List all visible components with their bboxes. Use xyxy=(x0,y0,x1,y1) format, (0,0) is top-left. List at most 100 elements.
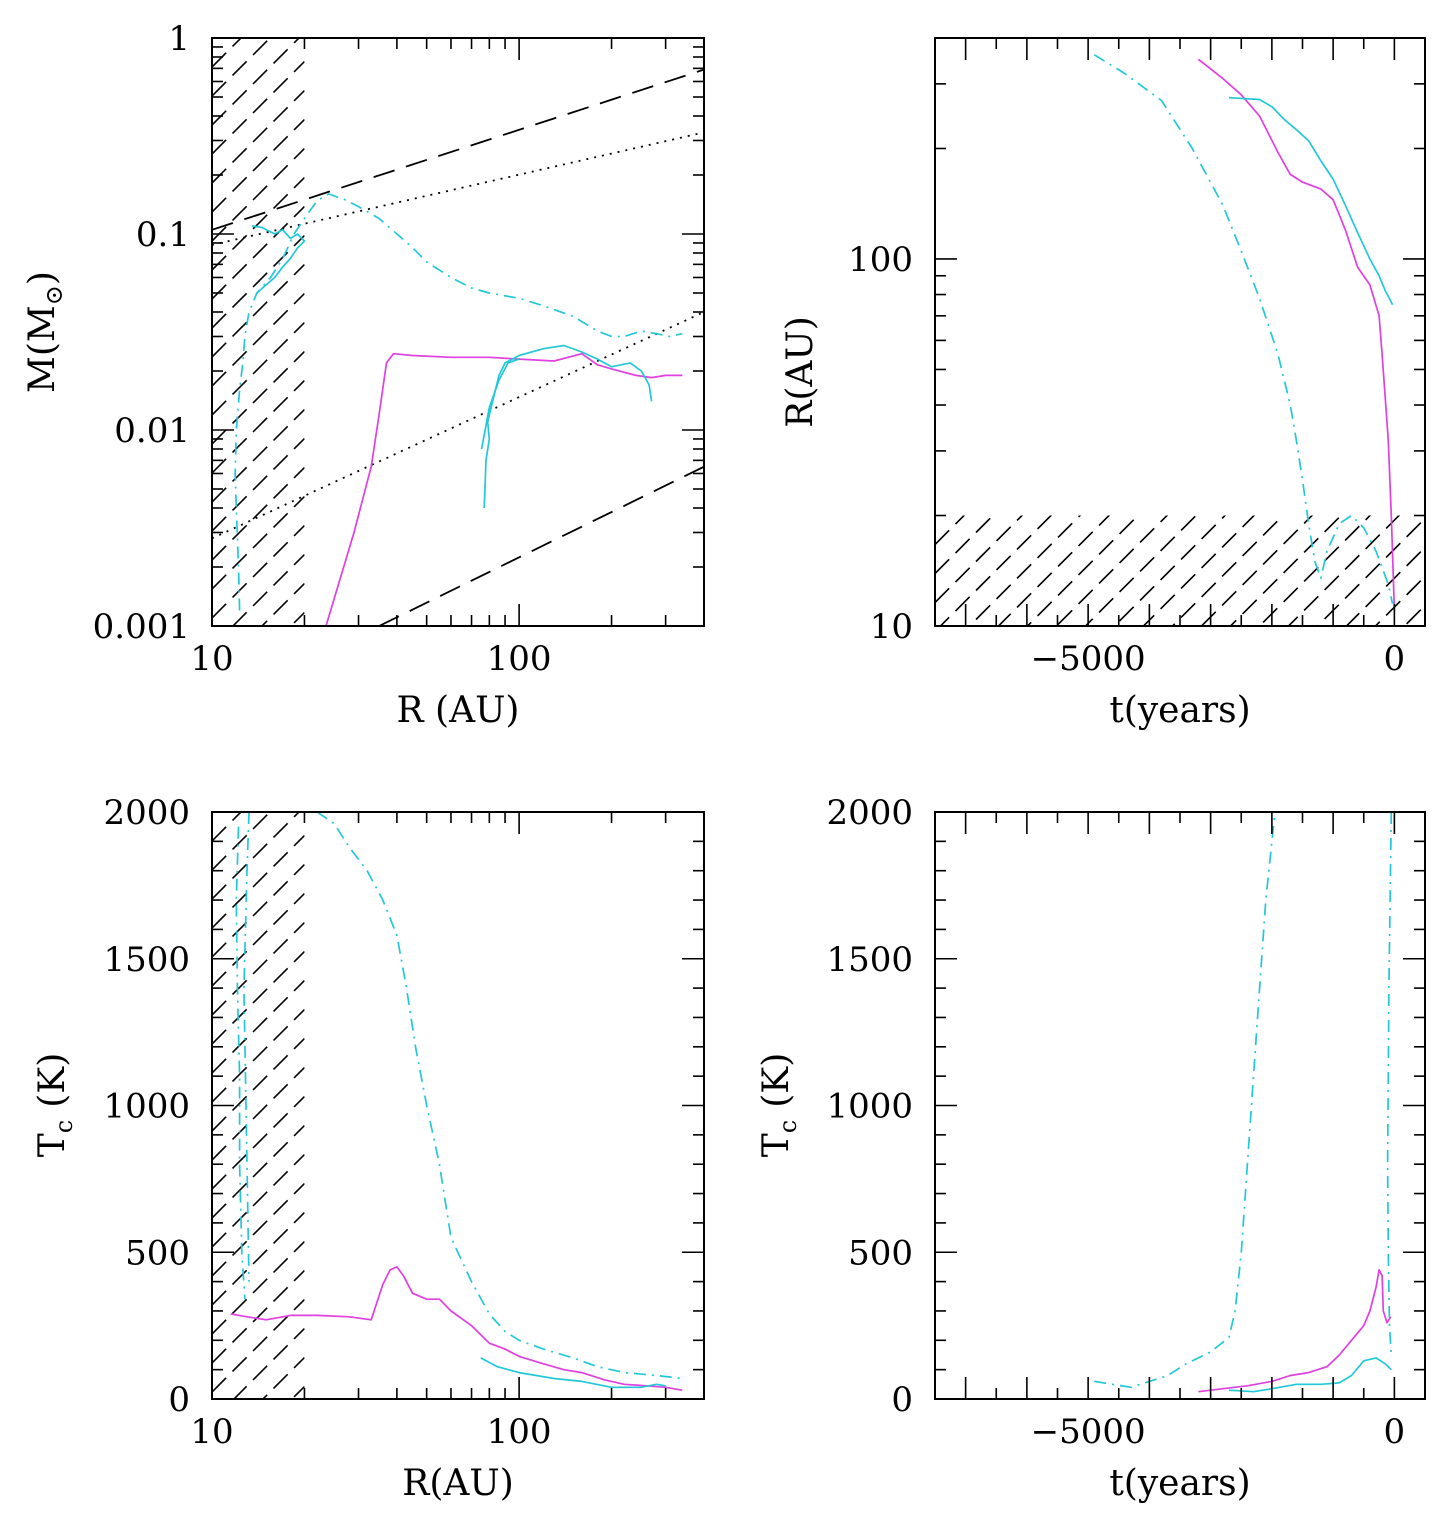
x-tick-label: 100 xyxy=(487,639,552,679)
hatch-line xyxy=(212,921,305,1016)
y-tick-label: 1000 xyxy=(103,1087,190,1127)
series-line-magenta-solid xyxy=(1198,1269,1392,1393)
y-axis-title-main: M(M xyxy=(22,305,63,393)
hatch-line xyxy=(212,1153,305,1248)
y-tick-label: 100 xyxy=(848,240,913,280)
hatch-line xyxy=(212,466,305,561)
hatch-line xyxy=(1113,515,1227,626)
series-layer xyxy=(212,68,704,626)
hatch-line xyxy=(212,812,243,842)
hatch-line xyxy=(212,1182,305,1277)
hatch-line xyxy=(212,118,305,213)
hatch-line xyxy=(232,1327,305,1399)
hatch-line xyxy=(212,379,305,474)
y-tick-label: 1000 xyxy=(826,1087,913,1127)
y-tick-label: 2000 xyxy=(826,793,913,833)
plot-frame xyxy=(934,811,1426,1400)
hatch-line xyxy=(212,147,305,242)
series-layer xyxy=(1094,812,1393,1393)
hatch-line xyxy=(212,89,305,184)
hatch-line xyxy=(935,954,1425,1444)
hatch-line xyxy=(935,809,1425,1299)
y-axis-title-sub: c xyxy=(50,1120,78,1133)
tick-layer: −5000 0 10 100 xyxy=(848,37,1425,679)
y-tick-label: 1500 xyxy=(826,940,913,980)
x-tick-label: −5000 xyxy=(1031,639,1146,679)
x-axis-title: t(years) xyxy=(1109,690,1250,731)
hatch-line xyxy=(212,834,305,929)
series-layer xyxy=(1093,54,1396,611)
hatch-region xyxy=(212,38,305,626)
hatch-line xyxy=(212,1066,305,1161)
x-tick-label: 10 xyxy=(190,639,233,679)
hatch-line xyxy=(935,751,1425,1241)
y-axis-title-main: T xyxy=(756,1133,797,1157)
hatch-line xyxy=(212,812,301,900)
hatch-line xyxy=(212,408,305,503)
hatch-line xyxy=(935,1041,1425,1528)
hatch-line xyxy=(212,1240,305,1335)
hatch-line xyxy=(212,1095,305,1190)
hatch-line xyxy=(212,350,305,445)
hatch-line xyxy=(212,979,305,1074)
hatch-line xyxy=(212,292,305,387)
hatch-line xyxy=(212,176,305,271)
y-axis-title-sub: ⊙ xyxy=(40,285,68,305)
hatch-line xyxy=(935,664,1425,1154)
y-tick-label: 0 xyxy=(168,1380,190,1420)
hatch-line xyxy=(935,515,995,575)
y-tick-label: 0.01 xyxy=(114,411,190,451)
x-tick-label: −5000 xyxy=(1031,1412,1146,1452)
x-tick-label: 0 xyxy=(1384,1412,1406,1452)
tick-layer: −5000 0 0 500 1000 1500 2000 xyxy=(826,793,1425,1452)
hatch-lines xyxy=(212,812,305,1399)
x-tick-label: 0 xyxy=(1384,639,1406,679)
y-tick-label: 0.001 xyxy=(93,607,190,647)
series-line-cyan-dashdot xyxy=(1386,812,1393,1356)
y-axis-title-rest: (K) xyxy=(32,1053,73,1108)
plot-frame xyxy=(211,811,705,1400)
hatch-line xyxy=(212,38,243,68)
hatch-line xyxy=(1287,515,1401,626)
series-line-magenta-solid xyxy=(325,352,683,626)
chart-panel-mass-radius: 10 100 0.001 0.01 0.1 1 R (AU) M(M⊙) xyxy=(22,19,705,731)
hatch-line xyxy=(212,38,301,126)
hatch-line xyxy=(212,38,272,97)
series-line-cyan-solid xyxy=(1228,96,1394,306)
hatch-line xyxy=(968,515,1082,626)
hatch-lines xyxy=(212,38,305,626)
y-tick-label: 1500 xyxy=(103,940,190,980)
series-line-cyan-solid xyxy=(483,344,653,509)
hatch-line xyxy=(1142,515,1256,626)
y-tick-label: 1 xyxy=(168,19,190,59)
hatch-line xyxy=(212,321,305,416)
series-line-cyan-solid xyxy=(1228,1357,1392,1393)
series-line-black-long xyxy=(212,68,704,231)
hatch-line xyxy=(212,60,305,155)
hatch-line xyxy=(212,1211,305,1306)
tick-layer: 10 100 0.001 0.01 0.1 1 xyxy=(93,19,705,679)
y-axis-title: M(M⊙) xyxy=(22,271,68,393)
y-tick-label: 500 xyxy=(848,1233,913,1273)
series-line-cyan-dashdot xyxy=(1093,54,1394,604)
hatch-line xyxy=(212,234,305,329)
series-line-cyan-solid xyxy=(480,358,520,450)
series-line-cyan-solid xyxy=(480,1357,666,1389)
hatch-line xyxy=(935,1012,1425,1502)
y-axis-title-close: ) xyxy=(22,271,63,285)
chart-panel-radius-time: −5000 0 10 100 t(years) R(AU) xyxy=(780,37,1426,1528)
y-axis-title: R(AU) xyxy=(780,316,821,428)
hatch-line xyxy=(935,838,1425,1328)
hatch-line xyxy=(212,1269,305,1364)
hatch-line xyxy=(212,863,305,958)
chart-panel-temp-time: −5000 0 0 500 1000 1500 2000 t(years) Tc (K) xyxy=(756,793,1426,1504)
y-tick-label: 0 xyxy=(891,1380,913,1420)
x-axis-title: R(AU) xyxy=(402,1463,514,1504)
hatch-line xyxy=(212,1298,305,1393)
x-tick-label: 10 xyxy=(190,1412,233,1452)
series-line-black-dot xyxy=(212,311,704,540)
hatch-region xyxy=(212,812,305,1399)
hatch-line xyxy=(212,812,214,813)
